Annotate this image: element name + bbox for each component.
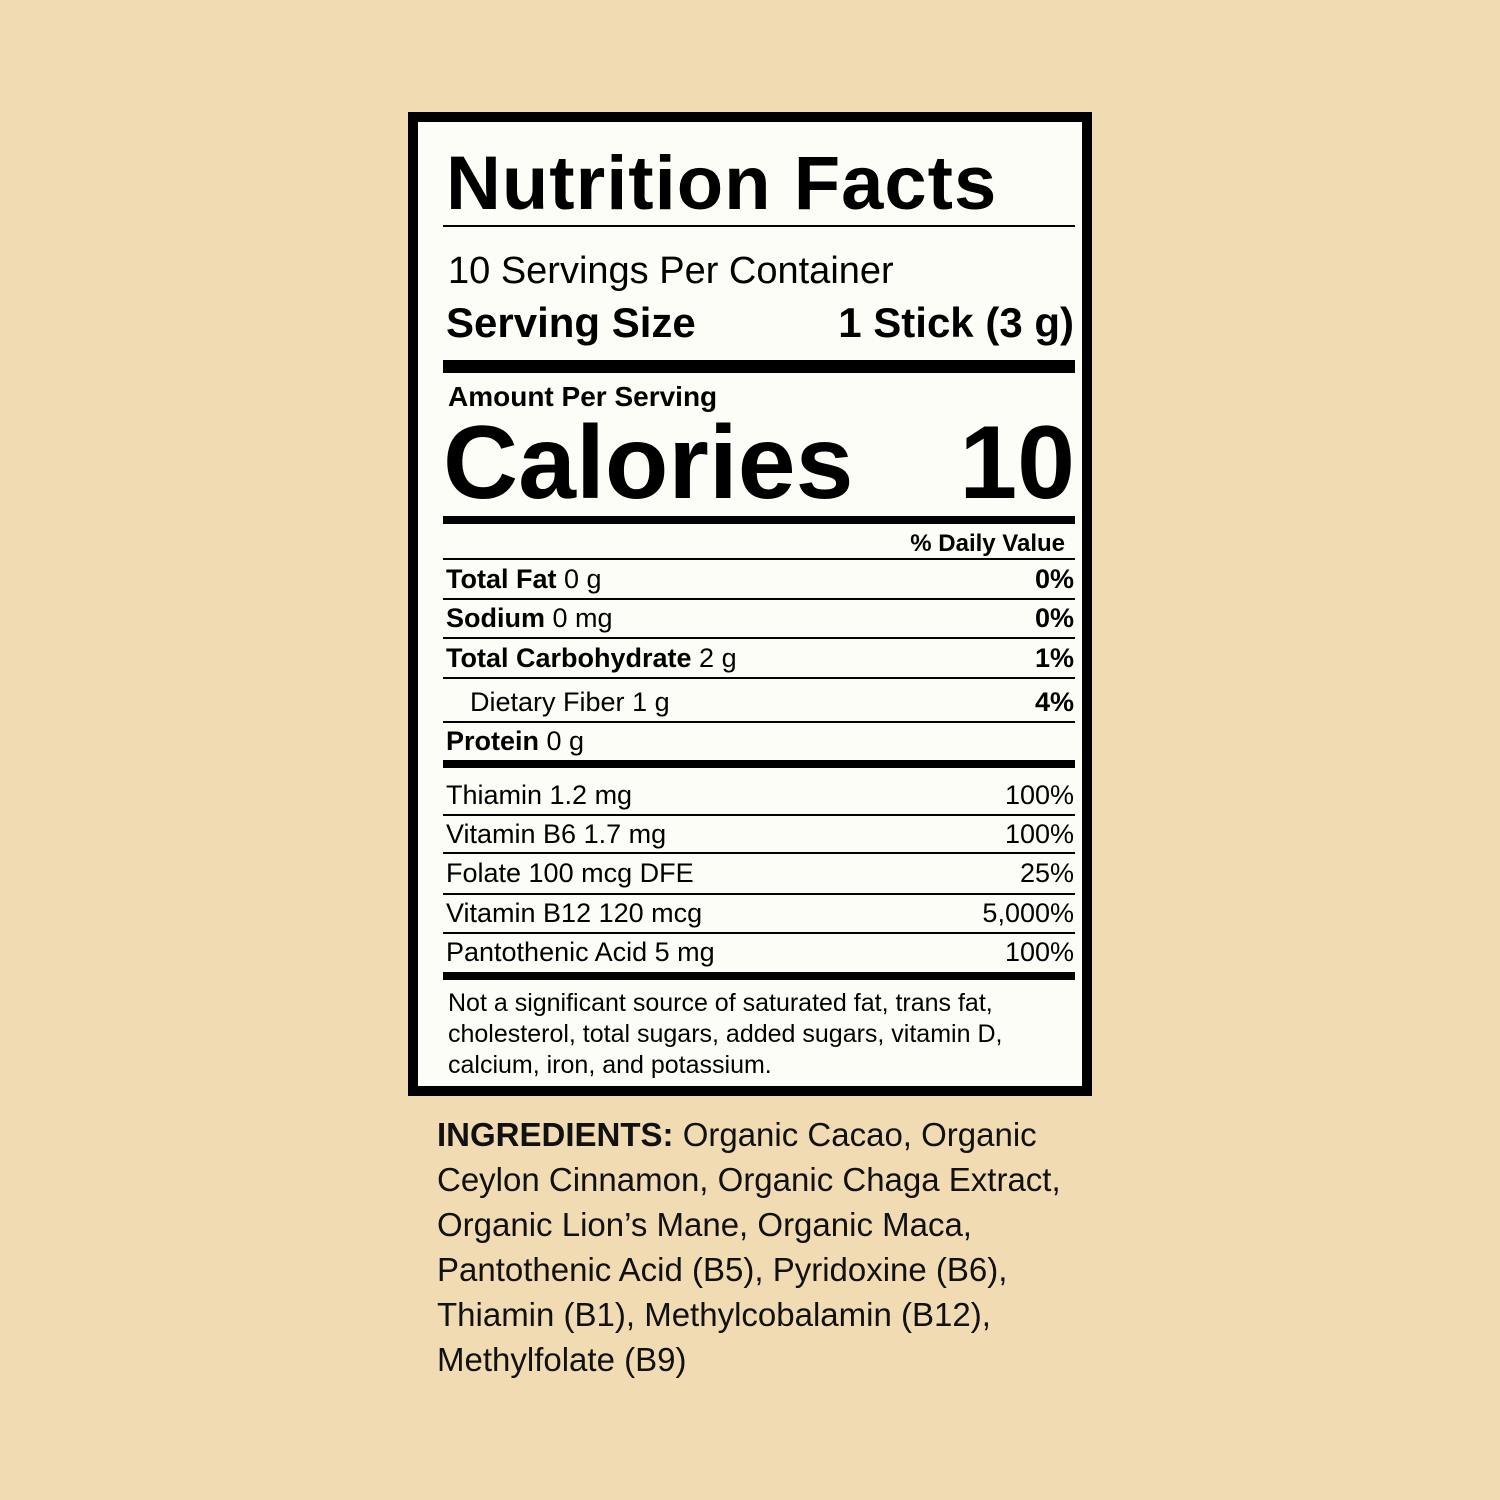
divider xyxy=(443,852,1075,854)
nutrient-dv: 0% xyxy=(1034,603,1074,633)
vitamin-name: Vitamin B12 120 mcg xyxy=(446,898,703,928)
vitamin-name: Vitamin B6 1.7 mg xyxy=(446,819,667,849)
divider xyxy=(443,225,1075,227)
nutrient-row: Total Carbohydrate 2 g 1% xyxy=(446,643,1074,674)
serving-size-label: Serving Size xyxy=(446,299,696,346)
serving-size-value: 1 Stick (3 g) xyxy=(838,299,1074,346)
vitamin-row: Thiamin 1.2 mg 100% xyxy=(446,780,1074,811)
nutrient-amount: 0 g xyxy=(564,564,602,594)
thick-divider xyxy=(443,360,1075,373)
servings-per-container: 10 Servings Per Container xyxy=(448,250,894,292)
nutrient-amount: 0 g xyxy=(546,726,585,756)
divider xyxy=(443,721,1075,723)
vitamin-name: Folate 100 mcg DFE xyxy=(446,858,694,888)
divider xyxy=(443,558,1075,560)
vitamin-dv: 100% xyxy=(1004,937,1074,967)
vitamin-row: Vitamin B12 120 mcg 5,000% xyxy=(446,898,1074,929)
vitamin-name: Thiamin 1.2 mg xyxy=(446,780,633,810)
nutrient-dv: 0% xyxy=(1034,564,1074,594)
label-title: Nutrition Facts xyxy=(446,141,998,226)
calories-row: Calories 10 xyxy=(443,405,1075,521)
nutrient-name: Protein xyxy=(446,726,540,756)
divider xyxy=(443,677,1075,679)
divider xyxy=(443,893,1075,895)
nutrient-row: Dietary Fiber 1 g 4% xyxy=(446,687,1074,718)
footnote: Not a significant source of saturated fa… xyxy=(448,989,1003,1079)
nutrient-name: Total Carbohydrate xyxy=(446,643,692,673)
amount-per-serving: Amount Per Serving xyxy=(448,381,718,412)
calories-label: Calories xyxy=(443,405,854,521)
vitamin-row: Vitamin B6 1.7 mg 100% xyxy=(446,819,1074,850)
nutrient-row: Sodium 0 mg 0% xyxy=(446,603,1074,634)
ingredients: INGREDIENTS: Organic Cacao, Organic Ceyl… xyxy=(437,1112,1087,1382)
thick-divider xyxy=(443,516,1075,524)
ingredients-label: INGREDIENTS: xyxy=(437,1116,674,1153)
vitamin-dv: 5,000% xyxy=(982,898,1074,928)
vitamin-dv: 100% xyxy=(1004,819,1074,849)
divider xyxy=(443,932,1075,934)
nutrient-row: Protein 0 g xyxy=(446,726,1074,757)
divider xyxy=(443,814,1075,816)
serving-size-row: Serving Size 1 Stick (3 g) xyxy=(446,300,1074,346)
nutrient-name: Total Fat xyxy=(446,564,557,594)
nutrient-dv: 1% xyxy=(1034,643,1074,673)
vitamin-row: Pantothenic Acid 5 mg 100% xyxy=(446,937,1074,968)
nutrient-name: Dietary Fiber xyxy=(470,687,625,717)
ingredients-text: Organic Cacao, Organic Ceylon Cinnamon, … xyxy=(437,1116,1061,1378)
divider xyxy=(443,637,1075,639)
divider xyxy=(443,598,1075,600)
vitamin-dv: 25% xyxy=(1019,858,1074,888)
nutrient-row: Total Fat 0 g 0% xyxy=(446,564,1074,595)
vitamin-row: Folate 100 mcg DFE 25% xyxy=(446,858,1074,889)
nutrient-amount: 2 g xyxy=(699,643,737,673)
nutrient-amount: 0 mg xyxy=(552,603,613,633)
vitamin-dv: 100% xyxy=(1004,780,1074,810)
nutrition-facts-label: Nutrition Facts 10 Servings Per Containe… xyxy=(408,112,1092,1096)
thick-divider xyxy=(443,972,1075,980)
nutrient-name: Sodium xyxy=(446,603,545,633)
daily-value-header: % Daily Value xyxy=(910,530,1065,557)
nutrient-dv: 4% xyxy=(1034,687,1074,717)
vitamin-name: Pantothenic Acid 5 mg xyxy=(446,937,715,967)
calories-value: 10 xyxy=(959,405,1075,521)
nutrient-amount: 1 g xyxy=(632,687,670,717)
thick-divider xyxy=(443,760,1075,768)
